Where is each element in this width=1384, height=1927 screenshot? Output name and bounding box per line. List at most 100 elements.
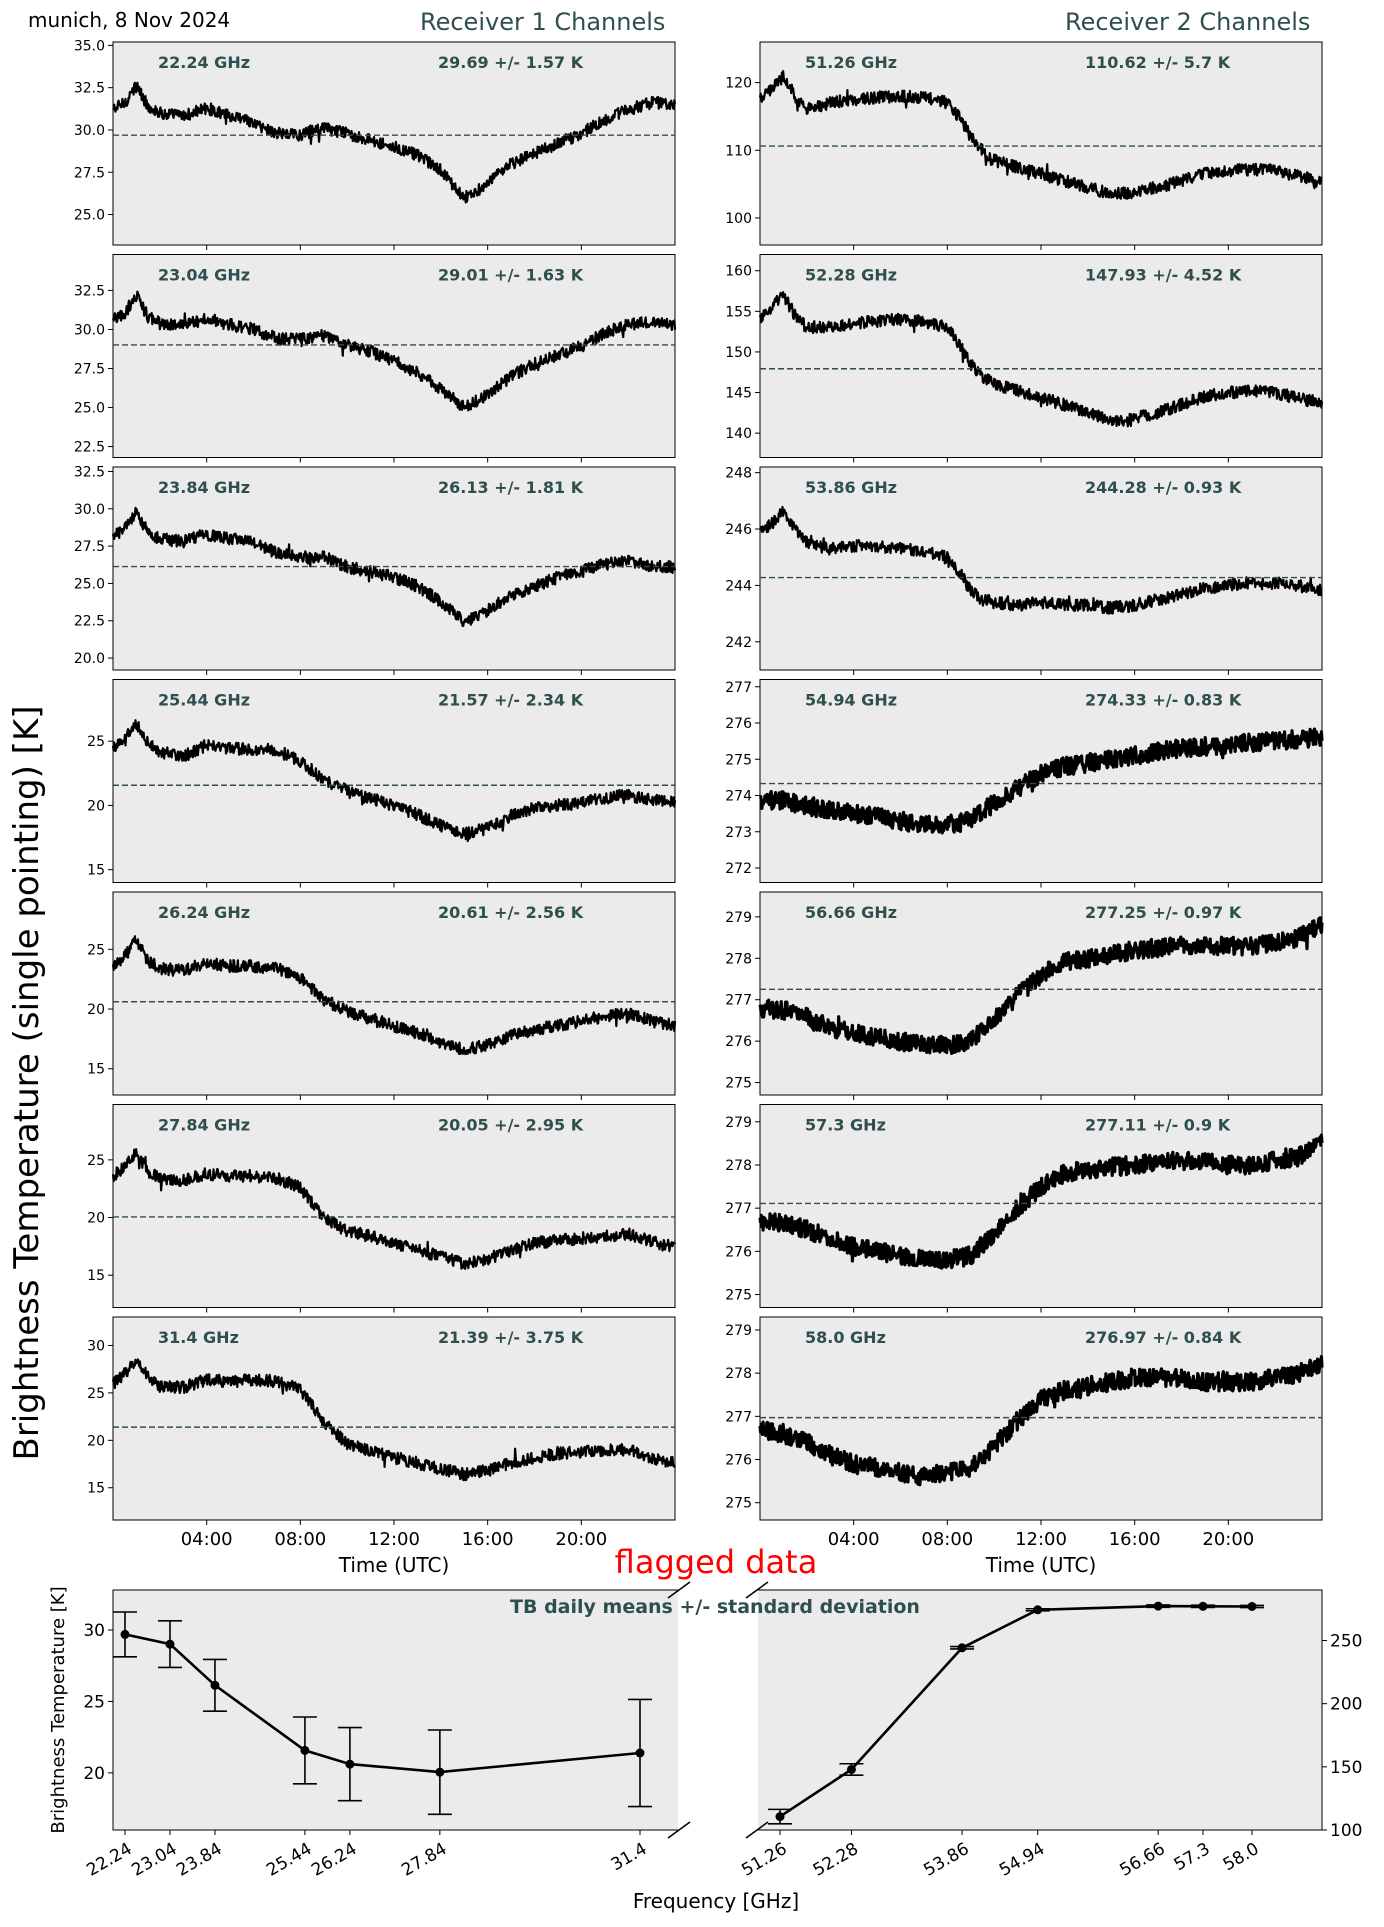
y-tick-label: 145 — [725, 386, 752, 402]
y-tick-label: 246 — [725, 522, 752, 538]
tb-series-line — [758, 291, 1324, 428]
panel-25.44-ghz: 15 20 25 25.44 GHz 21.57 +/- 2.34 K — [87, 679, 677, 888]
right-y-tick-label: 200 — [1330, 1695, 1362, 1715]
y-tick-label: 15 — [87, 1268, 105, 1284]
y-tick-label: 15 — [87, 863, 105, 879]
channel-frequency-label: 27.84 GHz — [158, 1116, 250, 1135]
time-axis-label: Time (UTC) — [985, 1553, 1097, 1577]
y-tick-label: 32.5 — [74, 81, 105, 97]
y-tick-label: 35.0 — [74, 38, 105, 54]
panel-background — [112, 1316, 676, 1521]
y-tick-label: 160 — [725, 264, 752, 280]
channel-stat-label: 29.01 +/- 1.63 K — [438, 266, 584, 285]
axis-break-mark — [745, 1821, 769, 1839]
y-tick-label: 275 — [725, 1496, 752, 1512]
channel-frequency-label: 56.66 GHz — [805, 903, 897, 922]
channel-stat-label: 26.13 +/- 1.81 K — [438, 478, 584, 497]
mean-point — [1198, 1601, 1208, 1611]
panel-53.86-ghz: 242 244 246 248 53.86 GHz 244.28 +/- 0.93 K — [725, 466, 1323, 675]
frequency-axis-label: Frequency [GHz] — [633, 1889, 799, 1913]
summary-title: TB daily means +/- standard deviation — [510, 1596, 920, 1618]
freq-tick-label: 52.28 — [810, 1839, 862, 1881]
channel-frequency-label: 52.28 GHz — [805, 266, 897, 285]
mean-point — [1247, 1601, 1257, 1611]
freq-tick-label: 31.4 — [608, 1839, 651, 1875]
y-tick-label: 30.0 — [74, 123, 105, 139]
panel-background — [759, 254, 1323, 458]
channel-stat-label: 274.33 +/- 0.83 K — [1085, 691, 1242, 710]
tb-series-line — [111, 1358, 676, 1482]
axis-break-mark — [745, 1581, 769, 1599]
y-tick-label: 278 — [725, 951, 752, 967]
channel-stat-label: 21.39 +/- 3.75 K — [438, 1328, 584, 1347]
panel-22.24-ghz: 25.0 27.5 30.0 32.5 35.0 22.24 GHz 29.69 +/- 1… — [74, 38, 677, 250]
panel-background — [112, 1104, 676, 1308]
right-y-tick-label: 100 — [1330, 1821, 1362, 1841]
freq-tick-label: 23.84 — [173, 1839, 225, 1881]
mean-point — [957, 1643, 967, 1653]
channel-frequency-label: 51.26 GHz — [805, 53, 897, 72]
tb-series-line — [758, 1354, 1324, 1487]
y-tick-label: 25 — [87, 942, 105, 958]
y-tick-label: 150 — [725, 345, 752, 361]
y-tick-label: 22.5 — [74, 614, 105, 630]
freq-tick-label: 26.24 — [308, 1839, 360, 1881]
tb-series-line — [758, 1133, 1324, 1270]
y-tick-label: 277 — [725, 993, 752, 1009]
time-tick-label: 16:00 — [462, 1529, 514, 1550]
y-tick-label: 279 — [725, 1323, 752, 1339]
y-tick-label: 20 — [87, 798, 105, 814]
panel-background — [112, 679, 676, 883]
channel-frequency-label: 26.24 GHz — [158, 903, 250, 922]
y-tick-label: 276 — [725, 1453, 752, 1469]
channel-stat-label: 277.25 +/- 0.97 K — [1085, 903, 1242, 922]
y-tick-label: 275 — [725, 1076, 752, 1092]
y-tick-label: 275 — [725, 1288, 752, 1304]
time-tick-label: 08:00 — [921, 1529, 973, 1550]
y-tick-label: 277 — [725, 1409, 752, 1425]
freq-tick-label: 54.94 — [996, 1839, 1048, 1881]
channel-frequency-label: 22.24 GHz — [158, 53, 250, 72]
receiver-2-title: Receiver 2 Channels — [1065, 8, 1311, 36]
y-tick-label: 277 — [725, 1201, 752, 1217]
channel-stat-label: 244.28 +/- 0.93 K — [1085, 478, 1242, 497]
channel-stat-label: 21.57 +/- 2.34 K — [438, 691, 584, 710]
channel-frequency-label: 54.94 GHz — [805, 691, 897, 710]
y-tick-label: 120 — [725, 76, 752, 92]
left-y-tick-label: 20 — [83, 1764, 105, 1784]
mean-point — [210, 1680, 220, 1690]
y-tick-label: 25.0 — [74, 208, 105, 224]
y-tick-label: 279 — [725, 910, 752, 926]
mean-point — [775, 1812, 785, 1822]
y-tick-label: 274 — [725, 789, 752, 805]
panel-background — [759, 466, 1323, 671]
main-y-axis-label: Brightness Temperature (single pointing)… — [7, 705, 47, 1460]
axis-break-mark — [667, 1581, 691, 1599]
freq-tick-label: 22.24 — [83, 1839, 135, 1881]
time-tick-label: 12:00 — [1015, 1529, 1067, 1550]
panel-background — [759, 679, 1323, 883]
panel-26.24-ghz: 15 20 25 26.24 GHz 20.61 +/- 2.56 K — [87, 891, 677, 1100]
time-tick-label: 12:00 — [368, 1529, 420, 1550]
y-tick-label: 15 — [87, 1062, 105, 1078]
y-tick-label: 140 — [725, 426, 752, 442]
panel-background — [112, 891, 676, 1096]
channel-frequency-label: 53.86 GHz — [805, 478, 897, 497]
tb-series-line — [111, 290, 677, 412]
panel-27.84-ghz: 15 20 25 27.84 GHz 20.05 +/- 2.95 K — [87, 1104, 677, 1313]
mean-point — [435, 1767, 445, 1777]
flagged-data-label: flagged data — [615, 1543, 818, 1581]
right-y-tick-label: 250 — [1330, 1632, 1362, 1652]
channel-frequency-label: 57.3 GHz — [805, 1116, 886, 1135]
y-tick-label: 20 — [87, 1211, 105, 1227]
y-tick-label: 242 — [725, 635, 752, 651]
y-tick-label: 279 — [725, 1115, 752, 1131]
freq-tick-label: 53.86 — [920, 1839, 972, 1881]
panel-56.66-ghz: 275 276 277 278 279 56.66 GHz 277.25 +/- 0.97 … — [725, 891, 1324, 1100]
panel-51.26-ghz: 100 110 120 51.26 GHz 110.62 +/- 5.7 K — [725, 41, 1323, 250]
y-tick-label: 25 — [87, 734, 105, 750]
freq-tick-label: 58.0 — [1220, 1839, 1263, 1875]
tb-series-line — [758, 727, 1324, 835]
